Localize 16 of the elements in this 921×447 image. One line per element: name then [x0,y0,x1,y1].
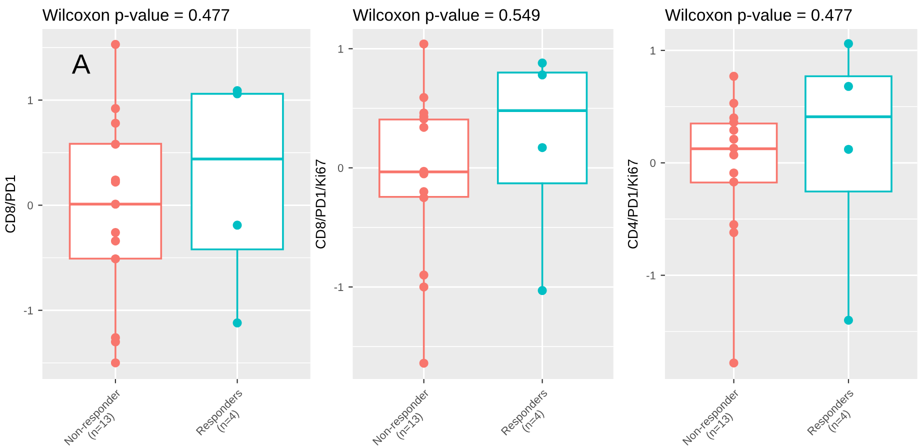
y-tick-label: 1 [28,96,33,104]
y-tick-label: -1 [334,283,344,291]
y-tick-label: 0 [650,159,656,167]
y-tick-label: -1 [646,272,656,280]
y-tick-label: -1 [24,306,33,314]
chart-title: Wilcoxon p-value = 0.477 [665,8,852,24]
y-axis-title: CD8/PD1/Ki67 [315,160,326,249]
annotation: A [72,54,90,74]
y-axis-title: CD4/PD1/Ki67 [628,160,638,249]
y-tick-label: 1 [650,46,656,54]
y-tick-label: 1 [338,45,344,53]
y-tick-label: 0 [28,201,33,210]
y-tick-label: 0 [338,164,344,172]
y-axis-title: CD8/PD1 [4,175,16,233]
chart-title: Wilcoxon p-value = 0.549 [352,8,540,24]
chart-title: Wilcoxon p-value = 0.477 [42,8,230,24]
